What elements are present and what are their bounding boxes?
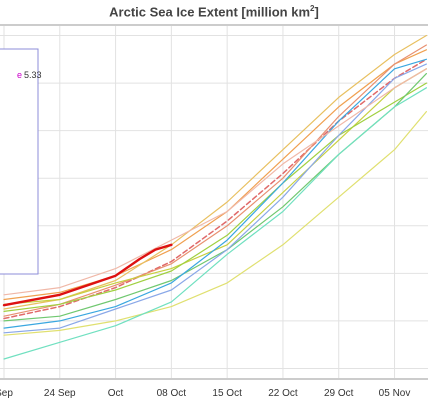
x-axis-ticks: Sep 24 Sep Oct 08 Oct 15 Oct 22 Oct 29 Oct 05 N… — [0, 388, 410, 399]
chart-title-superscript: 2 — [310, 4, 315, 13]
series-line-10 — [3, 110, 427, 336]
legend-label-0: e — [17, 70, 22, 80]
series-line-1 — [3, 58, 428, 320]
series-line-11 — [3, 87, 427, 360]
series-line-9 — [3, 63, 427, 334]
x-tick-label-5: 22 Oct — [268, 388, 298, 399]
series-line-0 — [2, 243, 173, 307]
series-line-2 — [3, 49, 427, 301]
series-line-3 — [3, 34, 427, 310]
x-tick-label-0: Sep — [0, 388, 13, 399]
series-line-8 — [3, 58, 427, 329]
x-tick-label-2: Oct — [108, 388, 124, 399]
series-line-4 — [3, 44, 427, 317]
series-line-6 — [3, 82, 427, 312]
chart-title: Arctic Sea Ice Extent [million km2] — [0, 4, 428, 19]
chart-title-suffix: ] — [314, 4, 319, 20]
legend: e 5.33 — [0, 48, 42, 275]
series-line-5 — [3, 68, 427, 305]
x-tick-label-4: 15 Oct — [212, 388, 242, 399]
x-tick-label-3: 08 Oct — [157, 388, 187, 399]
plot-frame — [0, 24, 428, 380]
x-tick-label-6: 29 Oct — [324, 388, 354, 399]
chart-title-text: Arctic Sea Ice Extent [million km — [109, 4, 311, 20]
grid-layer — [0, 26, 428, 378]
legend-value-0: 5.33 — [24, 70, 42, 80]
x-tick-label-1: 24 Sep — [44, 388, 76, 399]
legend-box — [0, 48, 39, 275]
x-tick-label-7: 05 Nov — [379, 388, 411, 399]
series-line-12 — [3, 68, 427, 296]
series-layer — [2, 34, 428, 360]
